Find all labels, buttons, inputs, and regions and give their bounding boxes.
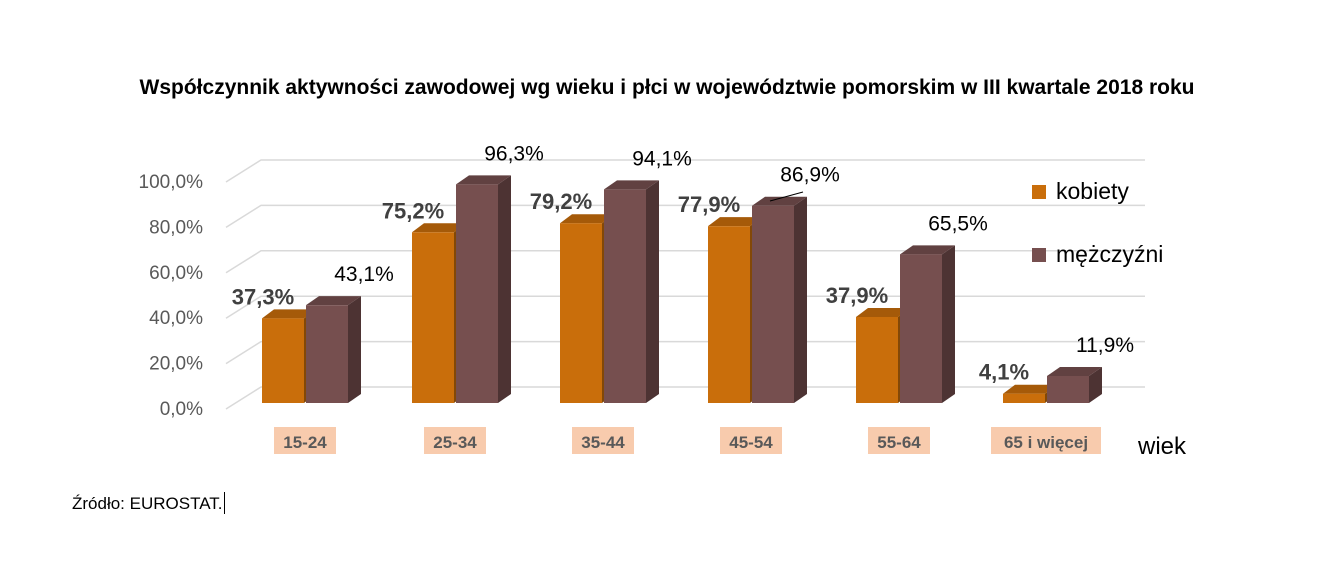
text-cursor <box>223 492 225 514</box>
bar-mezczyzni <box>1047 375 1089 403</box>
bar-side <box>1089 366 1102 403</box>
gridline <box>225 340 1145 365</box>
category-label: 45-54 <box>729 433 773 452</box>
bar-side <box>794 196 807 403</box>
bar-side <box>942 245 955 403</box>
gridline <box>225 159 1145 183</box>
data-label: 37,9% <box>826 283 888 308</box>
data-label: 79,2% <box>530 189 592 214</box>
bar-side <box>646 180 659 403</box>
bar-top <box>560 214 614 224</box>
category-label-bg <box>991 427 1101 454</box>
y-tick-label: 100,0% <box>139 172 204 193</box>
data-label: 37,3% <box>232 284 294 309</box>
source-text: Źródło: EUROSTAT. <box>72 494 223 513</box>
bar-kobiety <box>856 316 898 403</box>
legend-swatch-kobiety <box>1032 185 1046 199</box>
bar-kobiety <box>1003 393 1045 403</box>
y-tick-label: 60,0% <box>149 263 203 284</box>
category-label: 25-34 <box>433 433 477 452</box>
bar-side <box>348 296 361 403</box>
data-label: 96,3% <box>484 142 544 165</box>
category-label: 65 i więcej <box>1004 433 1088 452</box>
data-label: 94,1% <box>632 147 692 170</box>
data-label: 75,2% <box>382 198 444 223</box>
gridline <box>225 250 1145 274</box>
bar-side <box>498 175 511 403</box>
category-label: 15-24 <box>283 433 327 452</box>
category-label-bg <box>720 427 782 454</box>
legend-swatch-mezczyzni <box>1032 248 1046 262</box>
bar-top <box>900 245 955 255</box>
legend-item-mezczyzni: mężczyźni <box>1032 241 1163 268</box>
legend-label-mezczyzni: mężczyźni <box>1056 241 1164 267</box>
category-label: 35-44 <box>581 433 625 452</box>
bar-top <box>752 196 807 206</box>
category-label-bg <box>424 427 486 454</box>
gridline <box>225 295 1145 319</box>
bar-top <box>604 180 659 190</box>
gridline <box>225 204 1145 229</box>
source-note: Źródło: EUROSTAT. <box>72 492 225 514</box>
data-label: 86,9% <box>780 164 840 187</box>
bar-top <box>708 217 762 227</box>
data-label: 11,9% <box>1076 334 1134 357</box>
bar-top <box>412 223 466 233</box>
y-tick-label: 80,0% <box>149 217 203 238</box>
data-label-leader-line <box>769 191 804 202</box>
bar-kobiety <box>412 232 454 403</box>
bar-top <box>856 307 910 317</box>
data-label: 77,9% <box>678 192 740 217</box>
bar-kobiety <box>262 318 304 403</box>
chart-title: Współczynnik aktywności zawodowej wg wie… <box>139 76 1195 99</box>
data-label: 4,1% <box>979 360 1029 385</box>
legend-label-kobiety: kobiety <box>1056 178 1129 204</box>
y-tick-label: 40,0% <box>149 308 203 329</box>
bar-mezczyzni <box>900 254 942 403</box>
bar-kobiety <box>560 223 602 403</box>
category-label-bg <box>572 427 634 454</box>
category-label: 55-64 <box>877 433 921 452</box>
bar-top <box>1047 366 1102 376</box>
y-tick-label: 0,0% <box>160 399 203 420</box>
category-label-bg <box>274 427 336 454</box>
x-axis-title: wiek <box>1138 433 1187 460</box>
bar-top <box>262 309 316 319</box>
data-label: 43,1% <box>334 263 394 286</box>
data-label: 65,5% <box>928 212 988 235</box>
bar-mezczyzni <box>456 184 498 403</box>
bar-mezczyzni <box>604 189 646 403</box>
bar-top <box>306 296 361 306</box>
y-tick-label: 20,0% <box>149 354 203 375</box>
legend-item-kobiety: kobiety <box>1032 178 1129 205</box>
bar-top <box>456 175 511 185</box>
bar-mezczyzni <box>306 305 348 403</box>
category-label-bg <box>868 427 930 454</box>
bar-kobiety <box>708 226 750 403</box>
bar-top <box>1003 384 1057 394</box>
gridline <box>225 386 1145 410</box>
bar-mezczyzni <box>752 205 794 403</box>
